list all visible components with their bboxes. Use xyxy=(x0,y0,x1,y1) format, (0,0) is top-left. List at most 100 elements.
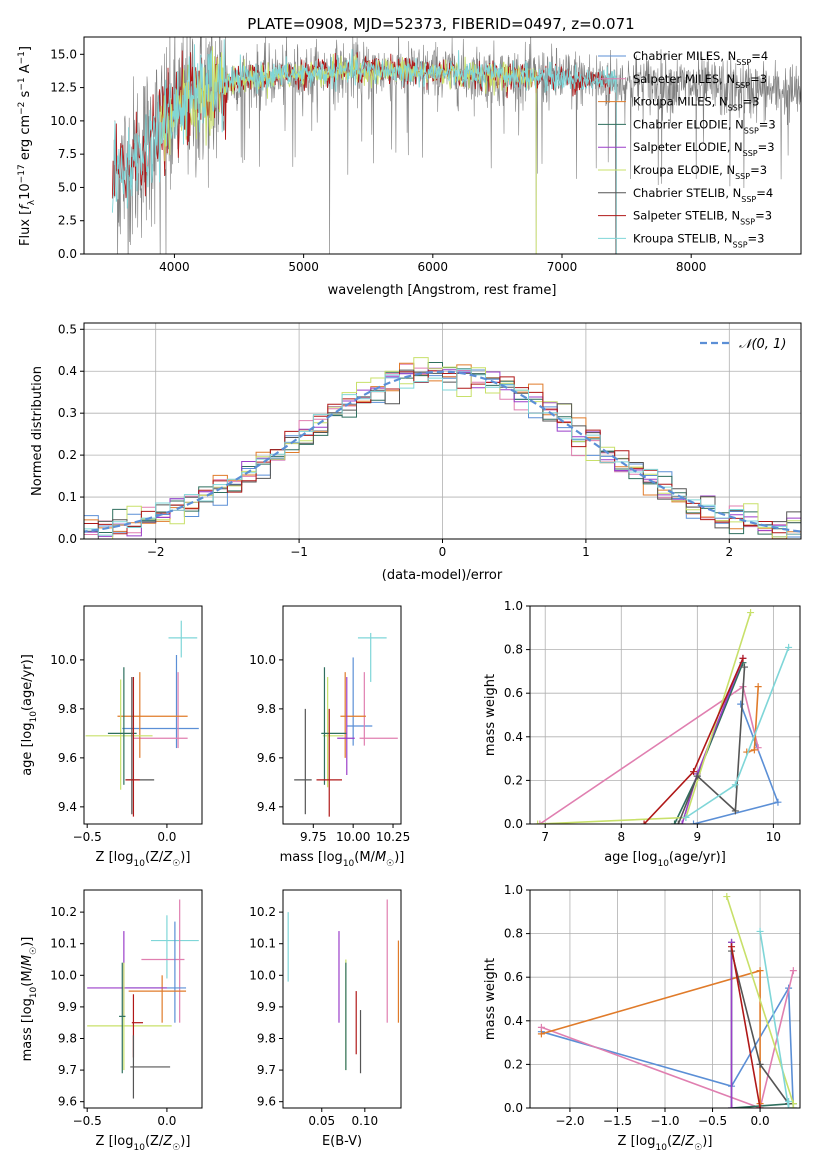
legend-entry: Salpeter ELODIE, NSSP=3 xyxy=(633,140,775,158)
plot-frame xyxy=(83,605,203,825)
plot-background xyxy=(283,890,401,1108)
x-tick-label: 10.00 xyxy=(336,830,370,844)
y-tick-label: 0.0 xyxy=(58,532,77,546)
axis-label: age [log10(age/yr)] xyxy=(604,850,726,869)
y-axis-label: mass [log10(M/M☉)] xyxy=(20,937,39,1062)
y-tick-label: 9.9 xyxy=(257,1000,276,1014)
point-marker xyxy=(785,1104,793,1108)
point-marker xyxy=(728,943,736,951)
plot-frame xyxy=(83,36,802,255)
y-axis-label: mass weight xyxy=(483,958,498,1040)
y-tick-label: 9.8 xyxy=(58,1031,77,1045)
point-marker xyxy=(756,967,764,975)
y-tick-label: 10.2 xyxy=(50,905,77,919)
y-tick-label: 9.4 xyxy=(257,800,276,814)
plot-residuals: −2 −1 0 1 2 0.0 0.1 0.2 0.3 0.4 0.5 𝒩(0, 1) (data-mo… xyxy=(30,322,802,583)
point-marker xyxy=(640,820,648,824)
axis-label: Z [log10(Z/Z☉)] xyxy=(96,850,191,869)
y-tick-label: 0.2 xyxy=(504,1057,523,1071)
point-marker xyxy=(750,746,758,754)
plot-background xyxy=(84,606,202,824)
y-tick-label: 9.9 xyxy=(58,1000,77,1014)
point-marker xyxy=(789,967,797,975)
plot-frame xyxy=(83,322,802,540)
legend-entry: Chabrier ELODIE, NSSP=3 xyxy=(633,117,776,135)
point-marker xyxy=(737,700,745,708)
y-tick-label: 0.2 xyxy=(58,448,77,462)
point-marker xyxy=(674,820,682,824)
x-tick-label: 9 xyxy=(694,830,702,844)
y-tick-label: 7.5 xyxy=(58,147,77,161)
legend-entry: Salpeter MILES, NSSP=3 xyxy=(633,72,767,90)
y-tick-label: 0.4 xyxy=(504,730,523,744)
point-marker xyxy=(740,663,748,671)
point-marker xyxy=(693,772,701,780)
plot-mass_weight_vs_age: 7 8 9 10 0.0 0.2 0.4 0.6 0.8 1.0 age [log10(age/yr… xyxy=(483,599,801,869)
plot-frame xyxy=(529,889,801,1109)
y-tick-label: 0.2 xyxy=(504,773,523,787)
y-tick-label: 0.4 xyxy=(58,364,77,378)
y-axis-label: Normed distribution xyxy=(30,366,45,496)
point-marker xyxy=(785,643,793,651)
x-tick-label: 2 xyxy=(725,545,733,559)
legend-entry: Kroupa STELIB, NSSP=3 xyxy=(633,231,764,249)
y-tick-label: 10.0 xyxy=(249,968,276,982)
x-tick-label: −0.5 xyxy=(698,1114,727,1128)
point-marker xyxy=(723,893,731,901)
series-line xyxy=(730,946,761,1108)
plot-area xyxy=(294,632,398,817)
point-marker xyxy=(756,927,764,935)
point-marker xyxy=(747,609,755,617)
y-tick-label: 10.1 xyxy=(50,937,77,951)
point-marker xyxy=(678,820,686,824)
y-tick-label: 0.8 xyxy=(504,927,523,941)
y-tick-label: 10.0 xyxy=(249,653,276,667)
x-tick-label: 10.25 xyxy=(376,830,410,844)
x-tick-label: 8 xyxy=(617,830,625,844)
plot-mass_vs_z: −0.5 0.0 9.6 9.7 9.8 9.9 10.0 10.1 10.2 Z [log10(… xyxy=(20,889,203,1153)
point-marker xyxy=(774,798,782,806)
y-tick-label: 2.5 xyxy=(58,214,77,228)
plot-frame xyxy=(83,889,203,1109)
legend-entry: Chabrier MILES, NSSP=4 xyxy=(633,49,768,67)
x-tick-label: −2.0 xyxy=(555,1114,584,1128)
plot-area xyxy=(287,899,400,1074)
series-line xyxy=(677,666,746,824)
x-tick-label: 0.10 xyxy=(351,1114,378,1128)
x-tick-label: 4000 xyxy=(159,260,190,274)
y-tick-label: 0.1 xyxy=(58,490,77,504)
point-marker xyxy=(739,654,747,662)
y-tick-label: 10.0 xyxy=(50,653,77,667)
y-axis-label: mass weight xyxy=(483,674,498,756)
x-axis-label: wavelength [Angstrom, rest frame] xyxy=(328,283,557,298)
x-tick-label: 1 xyxy=(582,545,590,559)
y-tick-label: 0.4 xyxy=(504,1014,523,1028)
y-tick-label: 10.0 xyxy=(50,968,77,982)
plots: 4000 5000 6000 7000 80000.02.55.07.510.012.5… xyxy=(17,36,802,1153)
point-marker xyxy=(785,1097,793,1105)
plot-age_vs_z: −0.5 0.0 9.4 9.6 9.8 10.0 Z [log10(Z/Z☉)] age [… xyxy=(20,605,203,869)
x-tick-label: −2 xyxy=(147,545,165,559)
plot-background xyxy=(84,890,202,1108)
y-tick-label: 0.0 xyxy=(504,817,523,831)
y-tick-label: 0.5 xyxy=(58,322,77,336)
y-tick-label: 9.8 xyxy=(257,1031,276,1045)
y-tick-label: 9.6 xyxy=(257,751,276,765)
plot-frame xyxy=(529,605,801,825)
axis-label: E(B-V) xyxy=(322,1134,362,1149)
point-marker xyxy=(682,813,690,821)
x-tick-label: −1.0 xyxy=(650,1114,679,1128)
x-tick-label: 6000 xyxy=(418,260,449,274)
y-tick-label: 15.0 xyxy=(50,47,77,61)
point-marker xyxy=(537,1030,545,1038)
axis-label: mass [log10(M/M☉)] xyxy=(280,850,405,869)
plot-background xyxy=(283,606,401,824)
point-marker xyxy=(728,1104,736,1108)
y-tick-label: 10.1 xyxy=(249,937,276,951)
plot-area xyxy=(537,893,797,1108)
y-tick-label: 0.6 xyxy=(504,686,523,700)
x-tick-label: −1.5 xyxy=(603,1114,632,1128)
y-tick-label: 9.8 xyxy=(257,702,276,716)
legend-entry: Chabrier STELIB, NSSP=4 xyxy=(633,186,773,204)
